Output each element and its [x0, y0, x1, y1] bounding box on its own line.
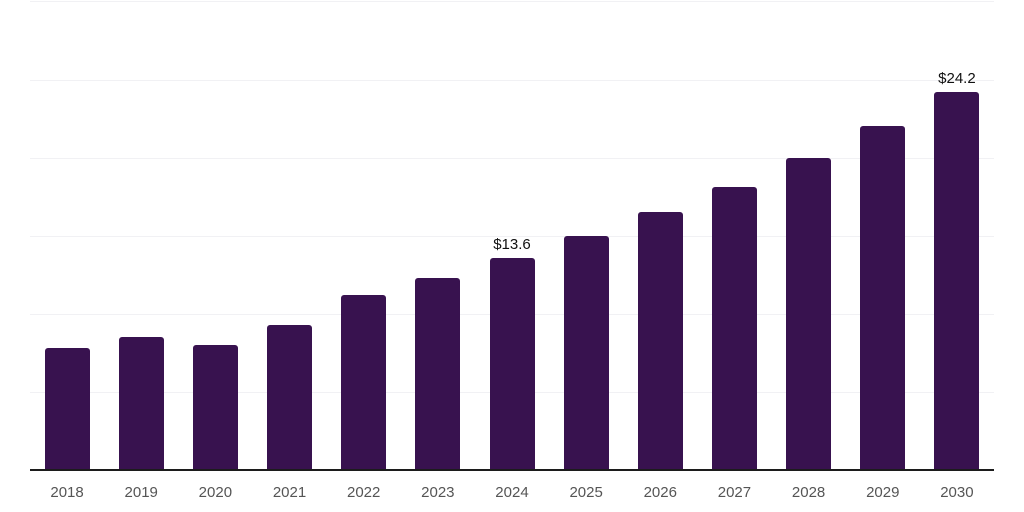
bar-2030 [934, 91, 980, 470]
data-label-2024: $13.6 [493, 235, 531, 253]
x-tick-label-2023: 2023 [421, 484, 455, 501]
x-tick-label-2030: 2030 [940, 484, 974, 501]
data-label-2030: $24.2 [938, 69, 976, 87]
bar-2023 [415, 277, 461, 470]
bar-2026 [637, 212, 683, 470]
x-tick-label-2029: 2029 [866, 484, 900, 501]
x-tick-label-2026: 2026 [643, 484, 677, 501]
x-tick-label-2020: 2020 [198, 484, 233, 501]
bar-2027 [711, 187, 757, 470]
bar-2018 [44, 348, 90, 470]
x-tick-label-2024: 2024 [495, 484, 529, 501]
bar-2028 [786, 157, 832, 470]
gridline [30, 79, 994, 81]
bar-2022 [341, 295, 387, 470]
gridline [30, 157, 994, 159]
x-tick-label-2027: 2027 [717, 484, 752, 501]
x-tick-label-2025: 2025 [569, 484, 603, 501]
bar-2019 [118, 337, 164, 470]
x-tick-label-2022: 2022 [346, 484, 381, 501]
x-tick-label-2028: 2028 [791, 484, 826, 501]
bar-2029 [860, 126, 906, 470]
bar-2021 [267, 324, 313, 470]
bar-2024 [489, 257, 535, 470]
x-tick-label-2018: 2018 [50, 484, 84, 501]
x-tick-label-2019: 2019 [124, 484, 158, 501]
bar-2025 [563, 235, 609, 470]
bar-2020 [192, 345, 238, 470]
x-tick-label-2021: 2021 [272, 484, 307, 501]
gridline [30, 1, 994, 3]
x-axis-line [30, 469, 994, 471]
